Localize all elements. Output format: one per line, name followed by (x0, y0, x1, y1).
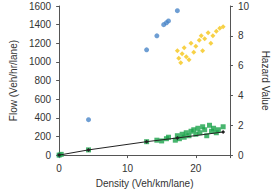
svg-text:6: 6 (238, 60, 244, 71)
svg-text:400: 400 (34, 112, 51, 123)
svg-text:1200: 1200 (29, 38, 52, 49)
svg-text:4: 4 (238, 90, 244, 101)
svg-text:10: 10 (122, 163, 134, 174)
svg-text:0: 0 (56, 163, 62, 174)
svg-text:600: 600 (34, 94, 51, 105)
svg-text:Hazard Value: Hazard Value (260, 51, 271, 111)
svg-text:200: 200 (34, 131, 51, 142)
svg-text:8: 8 (238, 30, 244, 41)
svg-text:10: 10 (238, 1, 250, 12)
svg-text:Density (Veh/km/lane): Density (Veh/km/lane) (96, 178, 194, 189)
svg-text:800: 800 (34, 75, 51, 86)
svg-text:0: 0 (46, 150, 52, 161)
svg-text:1600: 1600 (29, 1, 52, 12)
svg-text:1400: 1400 (29, 19, 52, 30)
svg-text:0: 0 (238, 150, 244, 161)
svg-text:Flow (Veh/hr/lane): Flow (Veh/hr/lane) (8, 40, 19, 121)
svg-text:2: 2 (238, 120, 244, 131)
svg-text:1000: 1000 (29, 56, 52, 67)
svg-text:20: 20 (190, 163, 202, 174)
